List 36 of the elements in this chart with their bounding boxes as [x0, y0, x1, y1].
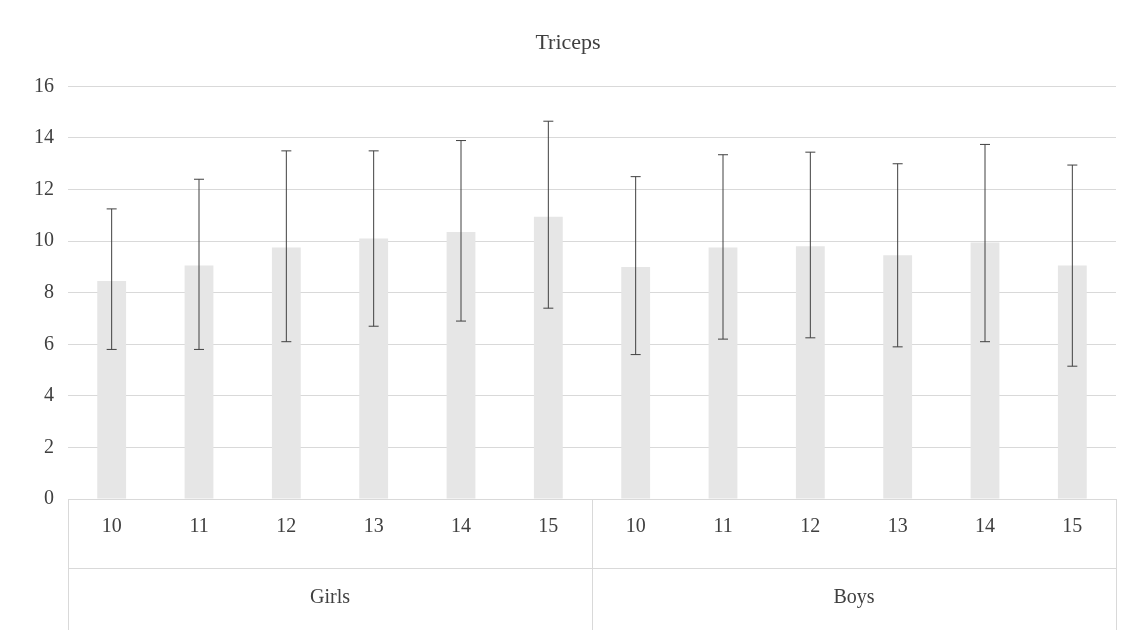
bar — [97, 281, 127, 499]
y-tick-label: 8 — [44, 279, 54, 302]
bar — [708, 247, 738, 499]
x-tick-label: 12 — [276, 514, 297, 537]
y-tick-label: 4 — [44, 383, 54, 406]
bar — [359, 238, 389, 499]
bar — [271, 247, 301, 499]
x-tick-label: 14 — [975, 514, 995, 537]
y-tick-label: 0 — [44, 486, 54, 509]
x-tick-label: 15 — [1062, 514, 1083, 537]
bar — [184, 265, 214, 499]
bar — [795, 246, 825, 499]
bar — [446, 232, 476, 499]
y-tick-label: 16 — [34, 73, 54, 96]
x-tick-label: 11 — [189, 514, 209, 537]
bar — [1057, 265, 1087, 499]
bar — [970, 242, 1000, 499]
text: Girls — [310, 585, 351, 608]
x-tick-label: 13 — [887, 514, 908, 537]
x-tick-label: 11 — [713, 514, 733, 537]
y-tick-label: 6 — [44, 331, 54, 354]
x-tick-label: 10 — [625, 514, 646, 537]
y-tick-label: 2 — [44, 434, 54, 457]
y-tick-label: 12 — [34, 176, 54, 199]
x-tick-label: 10 — [101, 514, 122, 537]
x-tick-label: 14 — [451, 514, 471, 537]
bar — [533, 216, 563, 499]
x-tick-label: 12 — [800, 514, 821, 537]
x-tick-label: 15 — [538, 514, 559, 537]
bar — [621, 266, 651, 499]
bar — [883, 255, 913, 499]
x-tick-label: 13 — [363, 514, 384, 537]
chart-title: Triceps — [535, 28, 601, 54]
y-tick-label: 10 — [34, 228, 54, 251]
text: Boys — [833, 585, 875, 609]
y-tick-label: 14 — [34, 125, 54, 148]
